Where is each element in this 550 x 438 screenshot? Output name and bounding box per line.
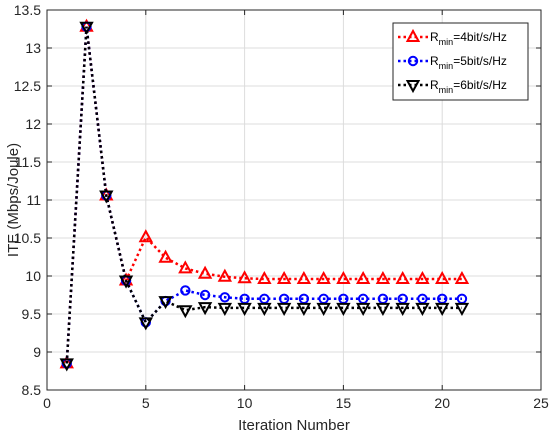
data-point (217, 302, 233, 316)
data-point (355, 270, 371, 285)
data-point (454, 302, 470, 316)
data-point (237, 270, 252, 284)
data-point (276, 302, 292, 316)
y-tick-label: 12.5 (14, 78, 41, 94)
data-point (219, 292, 231, 303)
series-lines (59, 18, 470, 372)
x-axis-label: Iteration Number (238, 417, 350, 434)
data-point (395, 270, 410, 285)
y-tick-label: 11.5 (15, 154, 41, 170)
data-point (197, 302, 213, 316)
data-point (197, 265, 213, 279)
legend-entry-2: Rmin=5bit/s/Hz (398, 54, 507, 71)
data-point (435, 302, 450, 316)
grid-lines (47, 10, 541, 390)
data-point (178, 260, 193, 274)
x-tick-label: 10 (237, 395, 253, 411)
data-point (316, 270, 331, 285)
series-line (65, 26, 462, 364)
data-point (79, 21, 94, 35)
y-tick-label: 10.5 (14, 230, 41, 246)
data-point (99, 190, 114, 204)
y-tick-label: 10 (25, 268, 41, 284)
data-point (118, 275, 134, 289)
data-point (415, 302, 430, 316)
x-tick-label: 0 (43, 395, 51, 411)
data-point (375, 302, 391, 316)
data-point (138, 317, 153, 331)
data-point (138, 229, 153, 243)
data-point (257, 302, 272, 316)
y-tick-label: 9 (33, 344, 41, 360)
data-point (435, 270, 450, 285)
data-point (375, 270, 391, 285)
series-line (65, 26, 462, 364)
data-point (336, 302, 351, 316)
legend-entry-3: Rmin=6bit/s/Hz (398, 78, 507, 95)
x-tick-label: 5 (142, 395, 150, 411)
y-tick-label: 9.5 (22, 306, 42, 322)
data-point (158, 296, 173, 310)
series-3 (59, 21, 470, 372)
data-point (296, 302, 312, 316)
data-point (217, 268, 233, 282)
axis-ticks: 0 5 10 15 20 25 8.5 9 9.5 10 10.5 11 11.5 12 12.5 13 13.… (14, 2, 549, 411)
data-point (395, 302, 410, 316)
data-point (180, 285, 191, 296)
data-point (276, 270, 292, 285)
data-point (415, 270, 430, 285)
x-tick-label: 20 (434, 395, 450, 411)
data-point (454, 270, 470, 285)
legend-marker (405, 80, 421, 94)
legend-label: Rmin=4bit/s/Hz (430, 30, 507, 47)
legend: Rmin=4bit/s/Hz Rmin=5bit/s/Hz Rmin=6bit/s/… (392, 22, 529, 101)
data-point (59, 358, 74, 372)
data-point (178, 305, 193, 319)
data-point (296, 270, 312, 285)
legend-marker (407, 55, 419, 67)
data-point (336, 270, 351, 285)
legend-marker (405, 28, 421, 42)
data-point (257, 270, 272, 285)
y-tick-label: 8.5 (22, 382, 42, 398)
x-tick-label: 25 (533, 395, 549, 411)
data-point (355, 302, 371, 316)
legend-label: Rmin=5bit/s/Hz (430, 54, 507, 71)
legend-entry-1: Rmin=4bit/s/Hz (398, 28, 507, 47)
y-tick-label: 12 (25, 116, 41, 132)
x-tick-label: 15 (336, 395, 352, 411)
legend-label: Rmin=6bit/s/Hz (430, 78, 507, 95)
data-point (158, 249, 173, 263)
y-tick-label: 11 (26, 192, 41, 208)
data-point (316, 302, 331, 316)
y-tick-label: 13 (25, 40, 41, 56)
y-axis-label: ITE (Mbps/Joule) (5, 143, 22, 257)
data-point (199, 289, 211, 301)
y-tick-label: 13.5 (14, 2, 41, 18)
data-point (237, 302, 252, 316)
